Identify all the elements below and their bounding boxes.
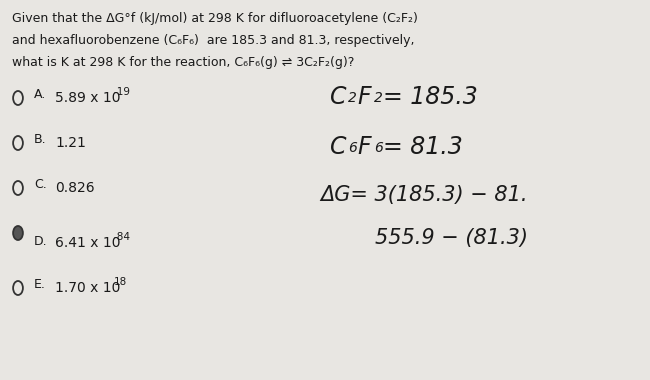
Text: 1.21: 1.21 xyxy=(55,136,86,150)
Text: 555.9 − (81.3): 555.9 − (81.3) xyxy=(375,228,528,248)
Text: what is K at 298 K for the reaction, C₆F₆(g) ⇌ 3C₂F₂(g)?: what is K at 298 K for the reaction, C₆F… xyxy=(12,56,354,69)
Ellipse shape xyxy=(13,181,23,195)
Text: B.: B. xyxy=(34,133,47,146)
Text: F: F xyxy=(357,85,370,109)
Text: = 81.3: = 81.3 xyxy=(383,135,463,159)
Text: -19: -19 xyxy=(114,87,131,97)
Text: 6.41 x 10: 6.41 x 10 xyxy=(55,236,120,250)
Text: 5.89 x 10: 5.89 x 10 xyxy=(55,91,120,105)
Text: C.: C. xyxy=(34,178,47,191)
Ellipse shape xyxy=(13,91,23,105)
Text: 2: 2 xyxy=(374,91,383,105)
Text: A.: A. xyxy=(34,88,46,101)
Text: C: C xyxy=(330,135,346,159)
Text: D.: D. xyxy=(34,235,47,248)
Text: 18: 18 xyxy=(114,277,127,287)
Text: 6: 6 xyxy=(374,141,383,155)
Text: 0.826: 0.826 xyxy=(55,181,95,195)
Text: 2: 2 xyxy=(348,91,357,105)
Text: and hexafluorobenzene (C₆F₆)  are 185.3 and 81.3, respectively,: and hexafluorobenzene (C₆F₆) are 185.3 a… xyxy=(12,34,415,47)
Text: Given that the ΔG°f (kJ/mol) at 298 K for difluoroacetylene (C₂F₂): Given that the ΔG°f (kJ/mol) at 298 K fo… xyxy=(12,12,418,25)
Ellipse shape xyxy=(13,136,23,150)
Ellipse shape xyxy=(13,226,23,240)
Text: 6: 6 xyxy=(348,141,357,155)
Text: F: F xyxy=(357,135,370,159)
Text: ΔG= 3(185.3) − 81.: ΔG= 3(185.3) − 81. xyxy=(320,185,528,205)
Text: = 185.3: = 185.3 xyxy=(383,85,478,109)
Text: 1.70 x 10: 1.70 x 10 xyxy=(55,281,120,295)
Text: E.: E. xyxy=(34,278,46,291)
Text: -84: -84 xyxy=(114,232,131,242)
Text: C: C xyxy=(330,85,346,109)
Ellipse shape xyxy=(13,281,23,295)
